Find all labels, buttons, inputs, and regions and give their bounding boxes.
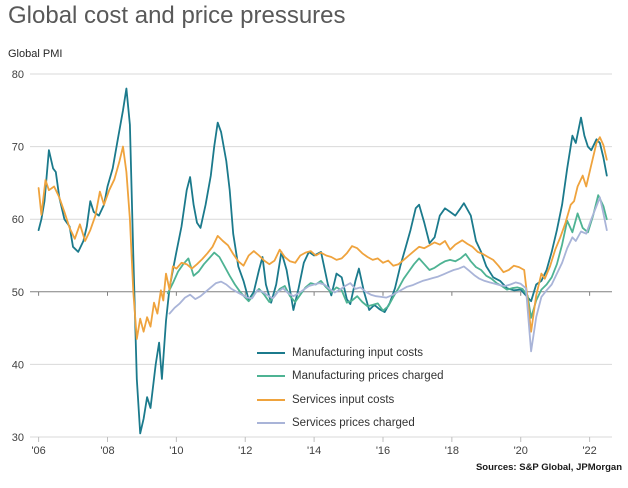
series-line-svc_prices	[168, 196, 608, 353]
legend-item: Services input costs	[257, 388, 444, 412]
legend-swatch-svc_prices	[257, 422, 285, 425]
legend-item: Manufacturing input costs	[257, 341, 444, 365]
x-axis-tick-label: '22	[582, 445, 596, 457]
y-axis-tick-label: 40	[12, 359, 24, 371]
y-axis-tick-label: 70	[12, 142, 24, 154]
y-axis-tick-label: 50	[12, 287, 24, 299]
legend-label: Services prices charged	[292, 417, 415, 430]
y-axis-tick-label: 80	[12, 69, 24, 81]
legend-swatch-mfg_prices	[257, 375, 285, 378]
legend-label: Manufacturing input costs	[292, 346, 424, 359]
x-axis-tick-label: '18	[445, 445, 459, 457]
legend-swatch-mfg_input	[257, 351, 285, 354]
legend-swatch-svc_input	[257, 398, 285, 401]
x-axis-tick-label: '16	[376, 445, 390, 457]
x-axis-tick-label: '12	[238, 445, 252, 457]
chart-legend: Manufacturing input costs Manufacturing p…	[257, 341, 444, 435]
x-axis-tick-label: '14	[307, 445, 321, 457]
legend-item: Manufacturing prices charged	[257, 365, 444, 389]
series-line-svc_input	[37, 136, 608, 340]
x-axis-tick-label: '08	[100, 445, 114, 457]
y-axis-unit-label: Global PMI	[8, 48, 63, 60]
x-axis-tick-label: '06	[31, 445, 45, 457]
page-title: Global cost and price pressures	[8, 2, 346, 29]
legend-item: Services prices charged	[257, 412, 444, 436]
legend-label: Services input costs	[292, 393, 395, 406]
y-axis-tick-label: 60	[12, 214, 24, 226]
sources-note: Sources: S&P Global, JPMorgan	[475, 462, 622, 473]
x-axis-tick-label: '20	[514, 445, 528, 457]
y-axis-tick-label: 30	[12, 432, 24, 444]
x-axis-tick-label: '10	[169, 445, 183, 457]
legend-label: Manufacturing prices charged	[292, 370, 444, 383]
